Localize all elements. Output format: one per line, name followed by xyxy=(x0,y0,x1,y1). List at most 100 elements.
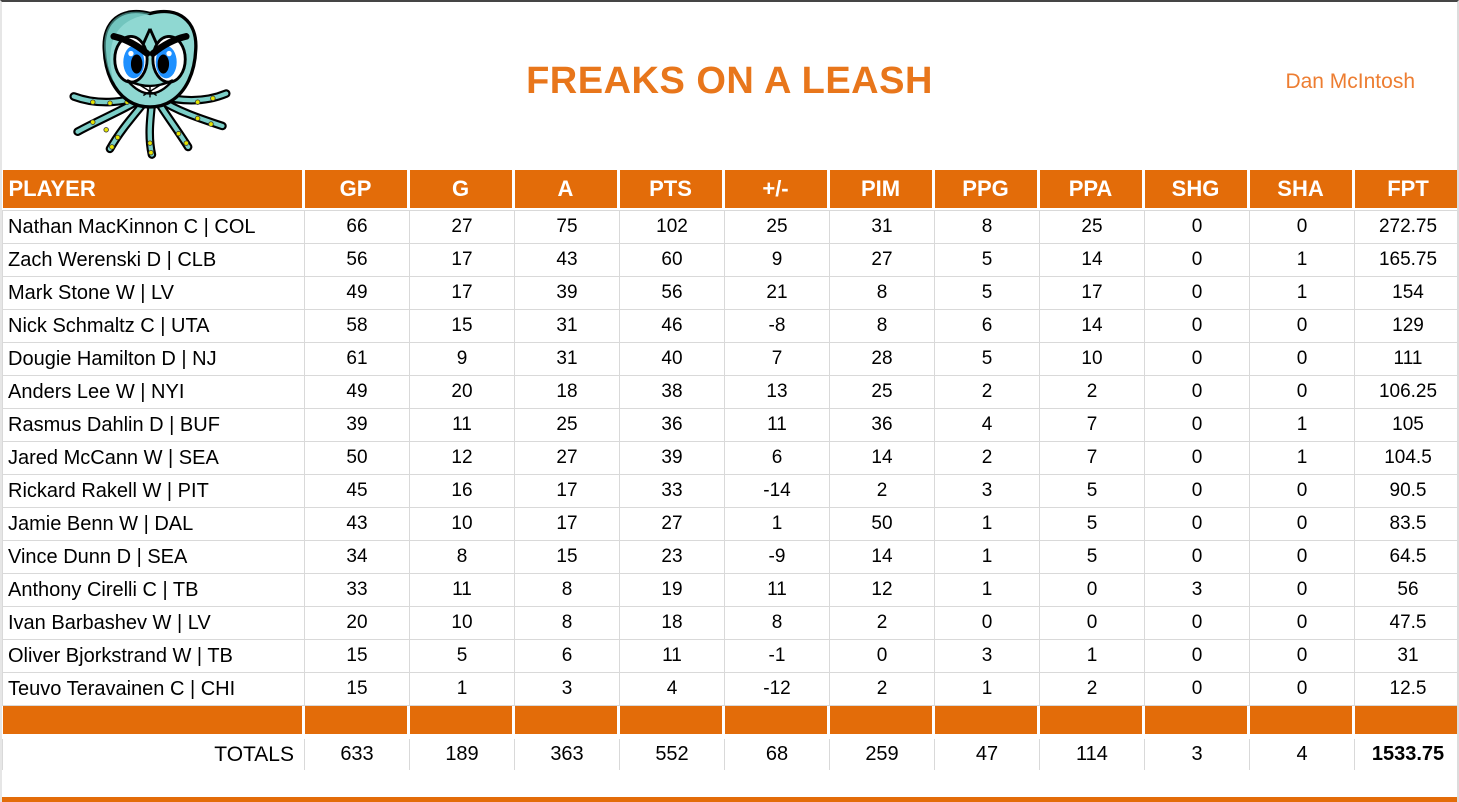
stat-cell-sha: 0 xyxy=(1249,639,1355,673)
player-row: Ivan Barbashev W | LV 20 10 8 18 8 2 0 0 0 0 47.5 xyxy=(2,606,1457,640)
stat-cell-pim: 8 xyxy=(829,276,935,310)
column-header-plus-minus: +/- xyxy=(724,170,830,211)
stat-cell-ppa: 0 xyxy=(1039,573,1145,607)
stat-cell-ppg: 6 xyxy=(934,309,1040,343)
stat-cell-g: 11 xyxy=(409,408,515,442)
stat-cell-sha: 1 xyxy=(1249,276,1355,310)
stat-cell-pts: 27 xyxy=(619,507,725,541)
stat-cell-ppa: 5 xyxy=(1039,540,1145,574)
stat-cell-shg: 0 xyxy=(1144,441,1250,475)
stat-cell-ppg: 3 xyxy=(934,639,1040,673)
player-name-cell: Jared McCann W | SEA xyxy=(2,441,305,475)
stat-cell-shg: 0 xyxy=(1144,243,1250,277)
stat-cell-gp: 49 xyxy=(304,276,410,310)
stat-cell-ppg: 4 xyxy=(934,408,1040,442)
separator-cell xyxy=(619,706,725,740)
player-row: Vince Dunn D | SEA 34 8 15 23 -9 14 1 5 0 0 64.5 xyxy=(2,540,1457,574)
total-plus-minus: 68 xyxy=(724,739,830,770)
player-name-cell: Ivan Barbashev W | LV xyxy=(2,606,305,640)
stat-cell-ppg: 1 xyxy=(934,672,1040,706)
stat-cell-shg: 0 xyxy=(1144,210,1250,244)
stat-cell-plus-minus: 11 xyxy=(724,408,830,442)
stat-cell-sha: 1 xyxy=(1249,441,1355,475)
separator-cell xyxy=(934,706,1040,740)
stat-cell-plus-minus: -8 xyxy=(724,309,830,343)
stat-cell-shg: 0 xyxy=(1144,276,1250,310)
stat-cell-ppa: 2 xyxy=(1039,375,1145,409)
player-name-cell: Rickard Rakell W | PIT xyxy=(2,474,305,508)
player-row: Zach Werenski D | CLB 56 17 43 60 9 27 5 14 0 1 165… xyxy=(2,243,1457,277)
player-name-cell: Mark Stone W | LV xyxy=(2,276,305,310)
player-row: Rickard Rakell W | PIT 45 16 17 33 -14 2 3 5 0 0 90… xyxy=(2,474,1457,508)
stat-cell-ppa: 5 xyxy=(1039,474,1145,508)
stat-cell-shg: 0 xyxy=(1144,474,1250,508)
stat-cell-gp: 66 xyxy=(304,210,410,244)
column-header-ppa: PPA xyxy=(1039,170,1145,211)
player-row: Anders Lee W | NYI 49 20 18 38 13 25 2 2 0 0 106.25 xyxy=(2,375,1457,409)
player-row: Mark Stone W | LV 49 17 39 56 21 8 5 17 0 1 154 xyxy=(2,276,1457,310)
total-pts: 552 xyxy=(619,739,725,770)
stat-cell-ppg: 5 xyxy=(934,243,1040,277)
stat-cell-shg: 0 xyxy=(1144,375,1250,409)
stat-cell-gp: 15 xyxy=(304,639,410,673)
stat-cell-fpt: 104.5 xyxy=(1354,441,1457,475)
stat-cell-ppa: 1 xyxy=(1039,639,1145,673)
stat-cell-pim: 28 xyxy=(829,342,935,376)
total-gp: 633 xyxy=(304,739,410,770)
stat-cell-ppg: 1 xyxy=(934,507,1040,541)
separator-row xyxy=(2,706,1457,740)
stat-cell-gp: 45 xyxy=(304,474,410,508)
player-row: Teuvo Teravainen C | CHI 15 1 3 4 -12 2 1 2 0 0 12.… xyxy=(2,672,1457,706)
stat-cell-pim: 50 xyxy=(829,507,935,541)
player-row: Oliver Bjorkstrand W | TB 15 5 6 11 -1 0 3 1 0 0 31 xyxy=(2,639,1457,673)
totals-row: TOTALS 633 189 363 552 68 259 47 114 3 4 1533.75 xyxy=(2,739,1457,770)
stat-cell-fpt: 90.5 xyxy=(1354,474,1457,508)
total-ppa: 114 xyxy=(1039,739,1145,770)
stat-cell-sha: 0 xyxy=(1249,573,1355,607)
total-a: 363 xyxy=(514,739,620,770)
player-row: Dougie Hamilton D | NJ 61 9 31 40 7 28 5 10 0 0 111 xyxy=(2,342,1457,376)
stat-cell-pim: 25 xyxy=(829,375,935,409)
stats-header-row: PLAYER GP G A PTS +/- PIM PPG PPA SHG SHA FPT xyxy=(2,170,1457,211)
stat-cell-ppg: 5 xyxy=(934,342,1040,376)
stat-cell-a: 15 xyxy=(514,540,620,574)
stat-cell-plus-minus: -9 xyxy=(724,540,830,574)
stat-cell-g: 12 xyxy=(409,441,515,475)
separator-cell xyxy=(1144,706,1250,740)
stat-cell-fpt: 165.75 xyxy=(1354,243,1457,277)
player-name-cell: Zach Werenski D | CLB xyxy=(2,243,305,277)
stat-cell-g: 9 xyxy=(409,342,515,376)
stat-cell-sha: 0 xyxy=(1249,342,1355,376)
stat-cell-sha: 0 xyxy=(1249,210,1355,244)
team-name-title: FREAKS ON A LEASH xyxy=(526,60,933,102)
player-name-cell: Anders Lee W | NYI xyxy=(2,375,305,409)
stat-cell-fpt: 111 xyxy=(1354,342,1457,376)
stat-cell-plus-minus: -14 xyxy=(724,474,830,508)
stat-cell-pim: 12 xyxy=(829,573,935,607)
stat-cell-sha: 0 xyxy=(1249,606,1355,640)
stat-cell-pts: 19 xyxy=(619,573,725,607)
stat-cell-a: 43 xyxy=(514,243,620,277)
stat-cell-fpt: 272.75 xyxy=(1354,210,1457,244)
stat-cell-g: 27 xyxy=(409,210,515,244)
stat-cell-a: 39 xyxy=(514,276,620,310)
player-name-cell: Jamie Benn W | DAL xyxy=(2,507,305,541)
stat-cell-ppg: 0 xyxy=(934,606,1040,640)
separator-cell xyxy=(1039,706,1145,740)
stat-cell-plus-minus: 7 xyxy=(724,342,830,376)
stat-cell-shg: 0 xyxy=(1144,639,1250,673)
stat-cell-gp: 34 xyxy=(304,540,410,574)
stat-cell-ppg: 2 xyxy=(934,441,1040,475)
stat-cell-pim: 36 xyxy=(829,408,935,442)
stat-cell-gp: 43 xyxy=(304,507,410,541)
stat-cell-ppa: 14 xyxy=(1039,309,1145,343)
stat-cell-fpt: 64.5 xyxy=(1354,540,1457,574)
separator-cell xyxy=(1354,706,1457,740)
stat-cell-g: 17 xyxy=(409,276,515,310)
separator-cell xyxy=(1249,706,1355,740)
column-header-sha: SHA xyxy=(1249,170,1355,211)
stat-cell-pts: 102 xyxy=(619,210,725,244)
stat-cell-g: 10 xyxy=(409,507,515,541)
column-header-a: A xyxy=(514,170,620,211)
stat-cell-a: 17 xyxy=(514,507,620,541)
